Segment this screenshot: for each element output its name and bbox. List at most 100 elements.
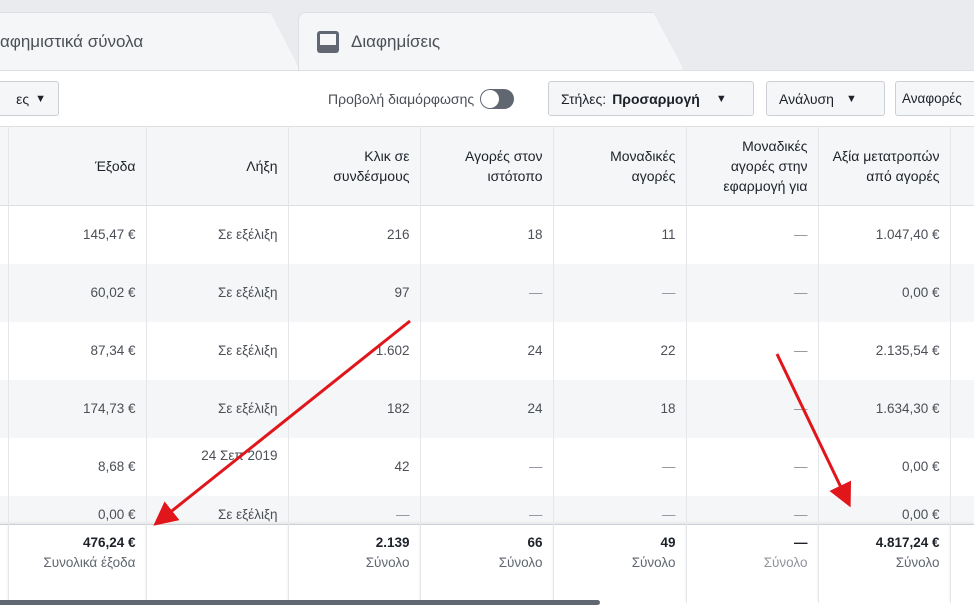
button-label: Στήλες: xyxy=(561,90,607,107)
caret-down-icon: ▼ xyxy=(35,92,46,105)
cell: 1.602 xyxy=(288,321,421,380)
table-row[interactable]: 145,47 € Σε εξέλιξη 216 18 11—1.047,40 € xyxy=(0,205,974,264)
cell xyxy=(0,437,9,496)
cell: — xyxy=(420,495,554,525)
cell xyxy=(0,263,9,322)
column-header-website-purchases[interactable]: Αγορές στον ιστότοπο xyxy=(420,126,554,206)
footer-cell: 2.139 Σύνολο xyxy=(288,524,421,603)
ad-icon xyxy=(317,30,339,53)
button-label: ες xyxy=(16,90,30,107)
cell: — xyxy=(686,263,819,322)
footer-value: 49 xyxy=(660,535,676,550)
ads-table: Έξοδα Λήξη Κλικ σε συνδέσμους Αγορές στο… xyxy=(0,126,974,603)
tab-bar: αφημιστικά σύνολα Διαφημίσεις xyxy=(0,0,974,70)
footer-cell: — Σύνολο xyxy=(686,524,819,603)
column-header-link-clicks[interactable]: Κλικ σε συνδέσμους xyxy=(288,126,421,206)
cell xyxy=(950,263,974,322)
columns-dropdown-button[interactable]: Στήλες: Προσαρμογή ▼ xyxy=(548,81,754,116)
horizontal-scrollbar[interactable] xyxy=(0,600,600,605)
cell: Σε εξέλιξη xyxy=(146,495,289,525)
tab-ad-sets[interactable]: αφημιστικά σύνολα xyxy=(0,12,300,70)
tab-label: αφημιστικά σύνολα xyxy=(0,31,144,51)
table-row[interactable]: 87,34 € Σε εξέλιξη 1.602 24 22—2.135,54 € xyxy=(0,321,974,380)
reports-dropdown-button[interactable]: Αναφορές xyxy=(895,81,974,116)
table-header-row: Έξοδα Λήξη Κλικ σε συνδέσμους Αγορές στο… xyxy=(0,126,974,206)
cell: — xyxy=(686,379,819,438)
table-row[interactable]: 60,02 € Σε εξέλιξη 97— — —0,00 € xyxy=(0,263,974,322)
footer-cell: 66 Σύνολο xyxy=(420,524,554,603)
cell: — xyxy=(553,263,687,322)
cell: 24 Σεπ 2019 xyxy=(146,437,289,496)
table-row[interactable]: 174,73 € Σε εξέλιξη 182 24 18—1.634,30 € xyxy=(0,379,974,438)
cell: — xyxy=(288,495,421,525)
cell: 1.047,40 € xyxy=(818,205,951,264)
cell xyxy=(950,437,974,496)
cell: Σε εξέλιξη xyxy=(146,263,289,322)
filter-dropdown-button[interactable]: ες ▼ xyxy=(0,81,59,116)
cell xyxy=(0,495,9,525)
cell: 24 xyxy=(420,379,554,438)
column-header-unique-app-purchases[interactable]: Μοναδικές αγορές στην εφαρμογή για xyxy=(686,126,819,206)
column-header-spend[interactable]: Έξοδα xyxy=(8,126,147,206)
tab-label: Διαφημίσεις xyxy=(351,31,441,51)
tab-ads[interactable]: Διαφημίσεις xyxy=(298,12,684,70)
button-label: Αναφορές xyxy=(902,91,962,106)
footer-value: 2.139 xyxy=(375,535,410,550)
cell: — xyxy=(686,321,819,380)
footer-label: Σύνολο xyxy=(365,555,410,570)
footer-label: Σύνολο xyxy=(763,555,808,570)
cell xyxy=(0,379,9,438)
cell: 174,73 € xyxy=(8,379,147,438)
cell: — xyxy=(553,437,687,496)
cell: 0,00 € xyxy=(818,495,951,525)
cell: — xyxy=(553,495,687,525)
cell: Σε εξέλιξη xyxy=(146,205,289,264)
footer-label: Συνολικά έξοδα xyxy=(43,555,136,570)
cell: 18 xyxy=(420,205,554,264)
footer-cell xyxy=(146,524,289,603)
cell: 60,02 € xyxy=(8,263,147,322)
footer-value: — xyxy=(794,535,808,550)
caret-down-icon: ▼ xyxy=(845,92,857,105)
cell: 42 xyxy=(288,437,421,496)
footer-cell: 49 Σύνολο xyxy=(553,524,687,603)
cell xyxy=(950,321,974,380)
cell: 182 xyxy=(288,379,421,438)
table-row[interactable]: 8,68 €24 Σεπ 2019 42— — —0,00 € xyxy=(0,437,974,496)
view-setup-toggle[interactable]: Προβολή διαμόρφωσης xyxy=(328,89,515,109)
footer-label: Σύνολο xyxy=(498,555,543,570)
column-header xyxy=(0,126,9,206)
toolbar: ες ▼ Προβολή διαμόρφωσης Στήλες: Προσαρμογ… xyxy=(0,70,974,126)
footer-cell: 476,24 € Συνολικά έξοδα xyxy=(8,524,147,603)
cell: Σε εξέλιξη xyxy=(146,379,289,438)
cell: 145,47 € xyxy=(8,205,147,264)
cell xyxy=(0,524,9,603)
cell: 0,00 € xyxy=(818,437,951,496)
cell: 97 xyxy=(288,263,421,322)
column-header-end[interactable]: Λήξη xyxy=(146,126,289,206)
table-row[interactable]: 0,00 € Σε εξέλιξη — — — —0,00 € xyxy=(0,495,974,525)
caret-down-icon: ▼ xyxy=(715,92,727,105)
cell: 22 xyxy=(553,321,687,380)
cell xyxy=(0,321,9,380)
cell: 8,68 € xyxy=(8,437,147,496)
footer-label: Σύνολο xyxy=(631,555,676,570)
column-header xyxy=(950,126,974,206)
cell: 11 xyxy=(553,205,687,264)
cell: — xyxy=(420,263,554,322)
table-footer-row: 476,24 € Συνολικά έξοδα 2.139 Σύνολο 66 Σύνολ… xyxy=(0,524,974,603)
cell: 2.135,54 € xyxy=(818,321,951,380)
breakdown-dropdown-button[interactable]: Ανάλυση ▼ xyxy=(766,81,885,116)
toggle-switch[interactable] xyxy=(480,89,515,109)
cell xyxy=(0,205,9,264)
footer-value: 66 xyxy=(527,535,543,550)
cell: 216 xyxy=(288,205,421,264)
button-value: Προσαρμογή xyxy=(612,90,700,107)
cell: 87,34 € xyxy=(8,321,147,380)
column-header-unique-purchases[interactable]: Μοναδικές αγορές xyxy=(553,126,687,206)
cell: — xyxy=(686,205,819,264)
cell: Σε εξέλιξη xyxy=(146,321,289,380)
cell: 18 xyxy=(553,379,687,438)
cell: 24 xyxy=(420,321,554,380)
column-header-purchase-value[interactable]: Αξία μετατροπών από αγορές xyxy=(818,126,951,206)
